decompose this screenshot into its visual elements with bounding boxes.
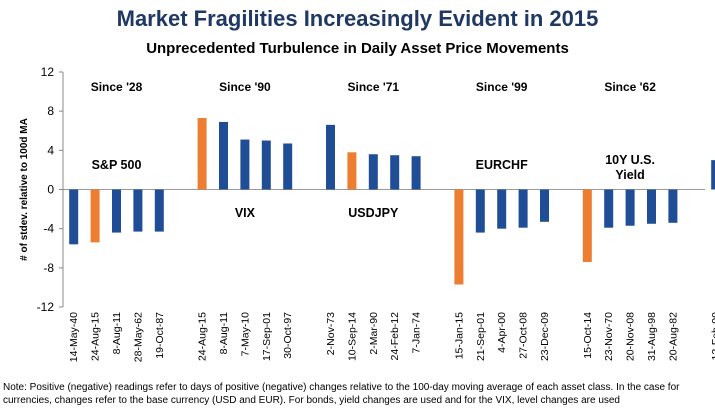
chart-title: Market Fragilities Increasingly Evident … [116, 6, 599, 31]
group-since-label: Since '90 [219, 80, 271, 94]
category-label: 4-Apr-00 [496, 312, 508, 353]
category-label: 20-Aug-82 [667, 312, 679, 361]
group-since-label: Since '71 [348, 80, 400, 94]
category-label: 23-Dec-09 [539, 312, 551, 361]
category-label: 27-Oct-08 [518, 312, 530, 359]
category-label: 15-Oct-14 [582, 312, 594, 359]
bar-1-0 [197, 118, 207, 190]
category-label: 17-Sep-01 [261, 312, 273, 361]
group-name-label: S&P 500 [92, 158, 142, 172]
category-label: 24-Aug-15 [197, 312, 209, 361]
group-since-label: Since '62 [604, 80, 656, 94]
bar-1-2 [240, 139, 250, 190]
y-tick-label: 12 [41, 65, 55, 79]
bar-2-3 [390, 155, 400, 190]
footnote: Note: Positive (negative) readings refer… [3, 382, 680, 406]
group-name-label: USDJPY [348, 206, 399, 220]
bar-0-1 [90, 189, 100, 243]
group-since-label: Since '28 [91, 80, 143, 94]
category-label: 31-Aug-98 [646, 312, 658, 361]
category-label: 24-Aug-15 [90, 312, 102, 361]
y-tick-label: 0 [47, 183, 54, 197]
category-label: 28-May-62 [132, 312, 144, 362]
y-tick-label: -12 [37, 300, 55, 314]
bar-2-0 [326, 124, 335, 190]
chart-subtitle: Unprecedented Turbulence in Daily Asset … [146, 40, 569, 57]
bar-3-3 [518, 189, 528, 228]
category-label: 7-Jan-74 [411, 312, 423, 354]
category-label: 8-Aug-11 [218, 312, 230, 355]
category-label: 19-Oct-87 [154, 312, 166, 359]
bar-0-3 [133, 189, 143, 232]
group-since-label: Since '99 [476, 80, 528, 94]
bar-0-0 [69, 189, 79, 245]
bar-1-4 [283, 143, 293, 190]
category-label: 20-Nov-08 [625, 312, 637, 361]
bar-4-0 [582, 189, 592, 262]
category-label: 21-Sep-01 [475, 312, 487, 361]
bar-1-1 [219, 121, 228, 190]
bar-2-4 [411, 156, 421, 190]
group-name-label: 10Y U.S. Yield [605, 153, 655, 182]
category-label: 8-Aug-11 [111, 312, 123, 355]
bar-3-1 [475, 189, 485, 233]
bar-4-4 [668, 189, 678, 223]
y-tick-label: 4 [47, 143, 54, 157]
category-label: 10-Sep-14 [346, 312, 358, 361]
bar-3-4 [540, 189, 549, 222]
bar-4-1 [604, 189, 614, 228]
category-label: 15-Jan-15 [453, 312, 465, 359]
category-label: 14-May-40 [68, 312, 80, 362]
bar-2-2 [368, 154, 378, 190]
bar-2-1 [347, 152, 357, 190]
category-label: 7-May-10 [239, 312, 251, 357]
category-label: 12-Feb-90 [710, 312, 715, 361]
category-label: 24-Feb-12 [389, 312, 401, 361]
y-axis-label: # of stdev. relative to 100d MA [19, 118, 30, 261]
category-label: 2-Nov-73 [325, 312, 337, 355]
y-tick-label: -8 [43, 261, 54, 275]
group-name-label: EURCHF [476, 158, 528, 172]
category-label: 30-Oct-97 [282, 312, 294, 359]
bar-5-0 [711, 160, 715, 190]
group-name-label: VIX [235, 206, 256, 220]
bar-3-2 [497, 189, 507, 229]
bar-1-3 [261, 140, 271, 190]
category-label: 23-Nov-70 [603, 312, 615, 361]
bar-0-4 [154, 189, 164, 232]
y-tick-label: -4 [43, 222, 54, 236]
category-label: 2-Mar-90 [368, 312, 380, 355]
bar-4-2 [625, 189, 635, 226]
bar-4-3 [647, 189, 656, 224]
bar-0-2 [112, 189, 121, 233]
bar-3-0 [454, 189, 464, 285]
bar-chart: -12 -8 -4 0 4 8 12 # of stdev. relative to 100d… [19, 65, 715, 362]
y-tick-label: 8 [47, 104, 54, 118]
